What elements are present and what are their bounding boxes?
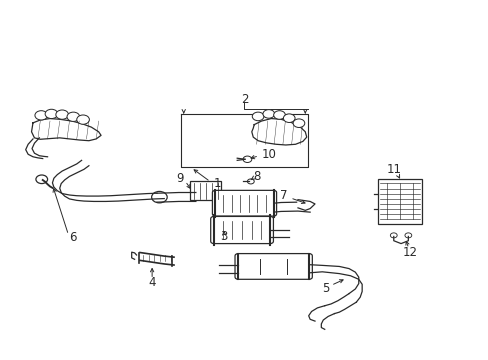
FancyBboxPatch shape [235, 253, 312, 279]
Circle shape [36, 175, 47, 184]
Text: 6: 6 [69, 231, 77, 244]
Circle shape [151, 192, 167, 203]
FancyBboxPatch shape [210, 216, 273, 244]
Circle shape [283, 114, 294, 122]
Circle shape [35, 111, 47, 120]
Text: 5: 5 [322, 282, 329, 295]
Circle shape [263, 110, 274, 118]
Circle shape [252, 112, 264, 121]
Text: 1: 1 [214, 177, 221, 190]
Circle shape [45, 109, 58, 118]
Polygon shape [251, 118, 306, 145]
Circle shape [77, 115, 89, 124]
Text: 9: 9 [176, 172, 183, 185]
FancyBboxPatch shape [212, 190, 276, 216]
Text: 2: 2 [240, 93, 248, 106]
Circle shape [273, 111, 285, 119]
Text: 12: 12 [402, 246, 416, 259]
Circle shape [243, 156, 251, 162]
Circle shape [292, 119, 304, 127]
Circle shape [67, 112, 80, 121]
Polygon shape [31, 118, 101, 141]
Circle shape [404, 233, 411, 238]
FancyBboxPatch shape [189, 181, 221, 200]
Polygon shape [297, 200, 314, 210]
Bar [377, 179, 421, 224]
Text: 10: 10 [261, 148, 276, 161]
Text: 7: 7 [279, 189, 286, 202]
Circle shape [56, 110, 68, 119]
Circle shape [247, 179, 254, 184]
Text: 8: 8 [252, 170, 260, 183]
Text: 4: 4 [148, 276, 156, 289]
Text: 3: 3 [220, 230, 227, 243]
Text: 11: 11 [386, 163, 401, 176]
Circle shape [389, 233, 396, 238]
